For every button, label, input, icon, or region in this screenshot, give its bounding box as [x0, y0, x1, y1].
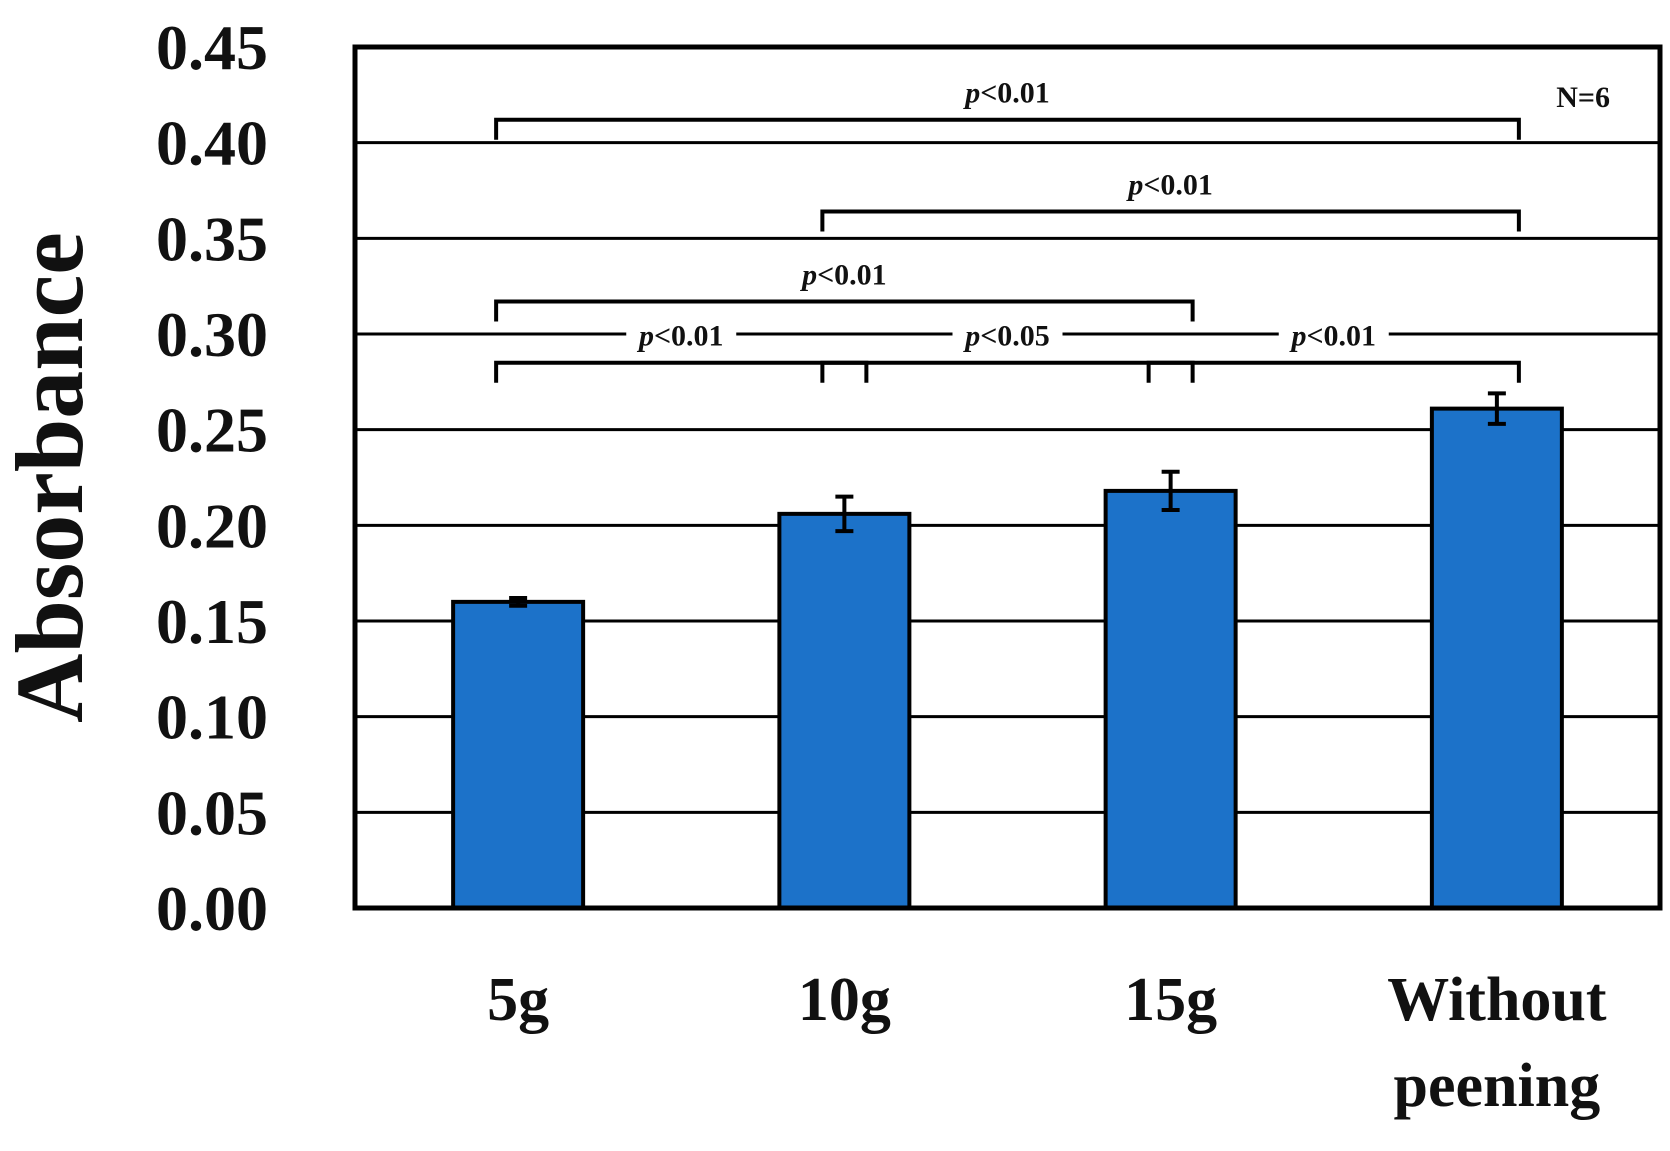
p-symbol: p — [1125, 169, 1143, 202]
p-symbol: p — [962, 320, 980, 353]
p-value-label: p<0.01 — [636, 320, 724, 353]
p-value-label: p<0.05 — [962, 320, 1050, 353]
x-tick-label: 15g — [1124, 966, 1217, 1034]
y-tick-label: 0.15 — [156, 586, 268, 657]
x-tick-label: Without — [1387, 966, 1607, 1034]
significance-bracket — [494, 299, 1195, 322]
x-tick-label: 5g — [487, 966, 549, 1034]
y-tick-labels: 0.00 0.05 0.10 0.15 0.20 0.25 0.30 0.35 0.40 0.45 — [156, 12, 268, 944]
y-tick-label: 0.45 — [156, 12, 268, 83]
bars — [451, 406, 1564, 910]
significance-brackets: p<0.01 p<0.05 p<0.01p<0.01p<0.01p<0.01 — [494, 74, 1521, 383]
bar — [1103, 488, 1238, 910]
p-symbol: p — [962, 77, 980, 110]
significance-bracket — [1146, 360, 1521, 383]
label-background — [789, 256, 900, 293]
p-value-label: p<0.01 — [962, 77, 1050, 110]
label-background — [1115, 166, 1226, 203]
y-tick-label: 0.10 — [156, 682, 268, 753]
p-threshold: <0.01 — [817, 258, 887, 291]
p-value-label: p<0.01 — [1125, 169, 1213, 202]
x-tick-label: 10g — [798, 966, 891, 1034]
p-symbol: p — [799, 258, 817, 291]
p-value-label: p<0.01 — [1288, 320, 1376, 353]
significance-bracket — [494, 117, 1521, 140]
p-symbol: p — [636, 320, 654, 353]
x-tick-labels: 5g 10g 15g Without peening — [487, 966, 1607, 1120]
bar — [777, 511, 912, 910]
y-tick-label: 0.00 — [156, 873, 268, 944]
label-background — [952, 74, 1063, 111]
significance-bracket — [494, 360, 869, 383]
significance-bracket — [820, 209, 1521, 232]
label-background — [626, 317, 737, 354]
p-threshold: <0.05 — [980, 320, 1050, 353]
y-axis-label: Absorbance — [0, 232, 103, 723]
y-tick-label: 0.35 — [156, 203, 268, 274]
y-tick-label: 0.25 — [156, 395, 268, 466]
y-tick-label: 0.20 — [156, 490, 268, 561]
p-threshold: <0.01 — [1143, 169, 1213, 202]
error-bars — [509, 391, 1506, 608]
label-background — [952, 317, 1063, 354]
label-background — [1278, 317, 1389, 354]
plot-frame — [352, 44, 1663, 911]
x-tick-label: peening — [1394, 1052, 1601, 1120]
bar — [451, 599, 586, 910]
y-tick-label: 0.40 — [156, 108, 268, 179]
p-threshold: <0.01 — [980, 77, 1050, 110]
p-value-label: p<0.01 — [799, 258, 887, 291]
p-threshold: <0.01 — [654, 320, 724, 353]
significance-bracket — [820, 360, 1195, 383]
sample-size-label: N=6 — [1556, 81, 1610, 114]
y-tick-label: 0.30 — [156, 299, 268, 370]
p-symbol: p — [1288, 320, 1306, 353]
y-tick-label: 0.05 — [156, 777, 268, 848]
p-threshold: <0.01 — [1306, 320, 1376, 353]
bar — [1429, 406, 1564, 910]
